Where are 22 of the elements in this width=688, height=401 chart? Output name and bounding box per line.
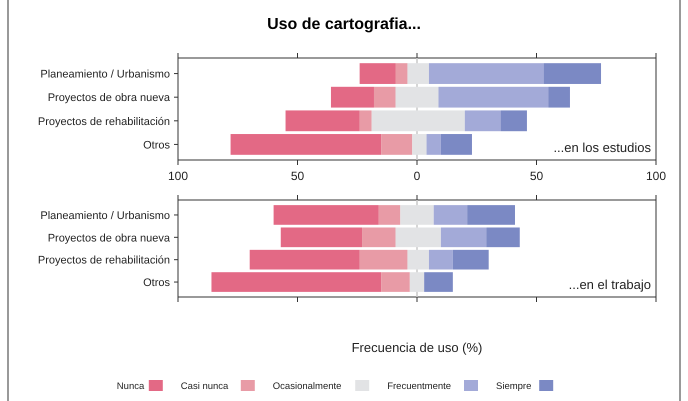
x-tick-label: 100 <box>168 169 188 183</box>
legend-label: Casi nunca <box>180 381 230 392</box>
y-tick-label: Planeamiento / Urbanismo <box>40 68 170 81</box>
annotation: ...en los estudios <box>553 140 652 155</box>
y-tick-label: Proyectos de rehabilitación <box>38 254 170 267</box>
y-tick-label: Otros <box>143 277 170 290</box>
y-tick-label: Proyectos de rehabilitación <box>38 116 170 128</box>
y-tick-label: Planeamiento / Urbanismo <box>40 210 170 222</box>
x-axis-title: Frecuencia de uso (%) <box>352 340 482 355</box>
legend-label: Ocasionalmente <box>272 381 342 392</box>
x-tick-label: 100 <box>646 169 666 183</box>
y-tick-label: Proyectos de obra nueva <box>48 232 171 244</box>
x-tick-label: 50 <box>530 169 544 183</box>
legend-label: Nunca <box>116 381 145 392</box>
y-tick-label: Proyectos de obra nueva <box>48 92 171 104</box>
x-tick-label: 0 <box>414 169 421 183</box>
y-tick-label: Otros <box>143 139 170 152</box>
x-tick-label: 50 <box>290 169 304 183</box>
chart-title: Uso de cartografia... <box>267 16 421 33</box>
legend-label: Frecuentmente <box>387 381 452 392</box>
legend-label: Siempre <box>496 381 532 392</box>
annotation: ...en el trabajo <box>568 277 651 292</box>
